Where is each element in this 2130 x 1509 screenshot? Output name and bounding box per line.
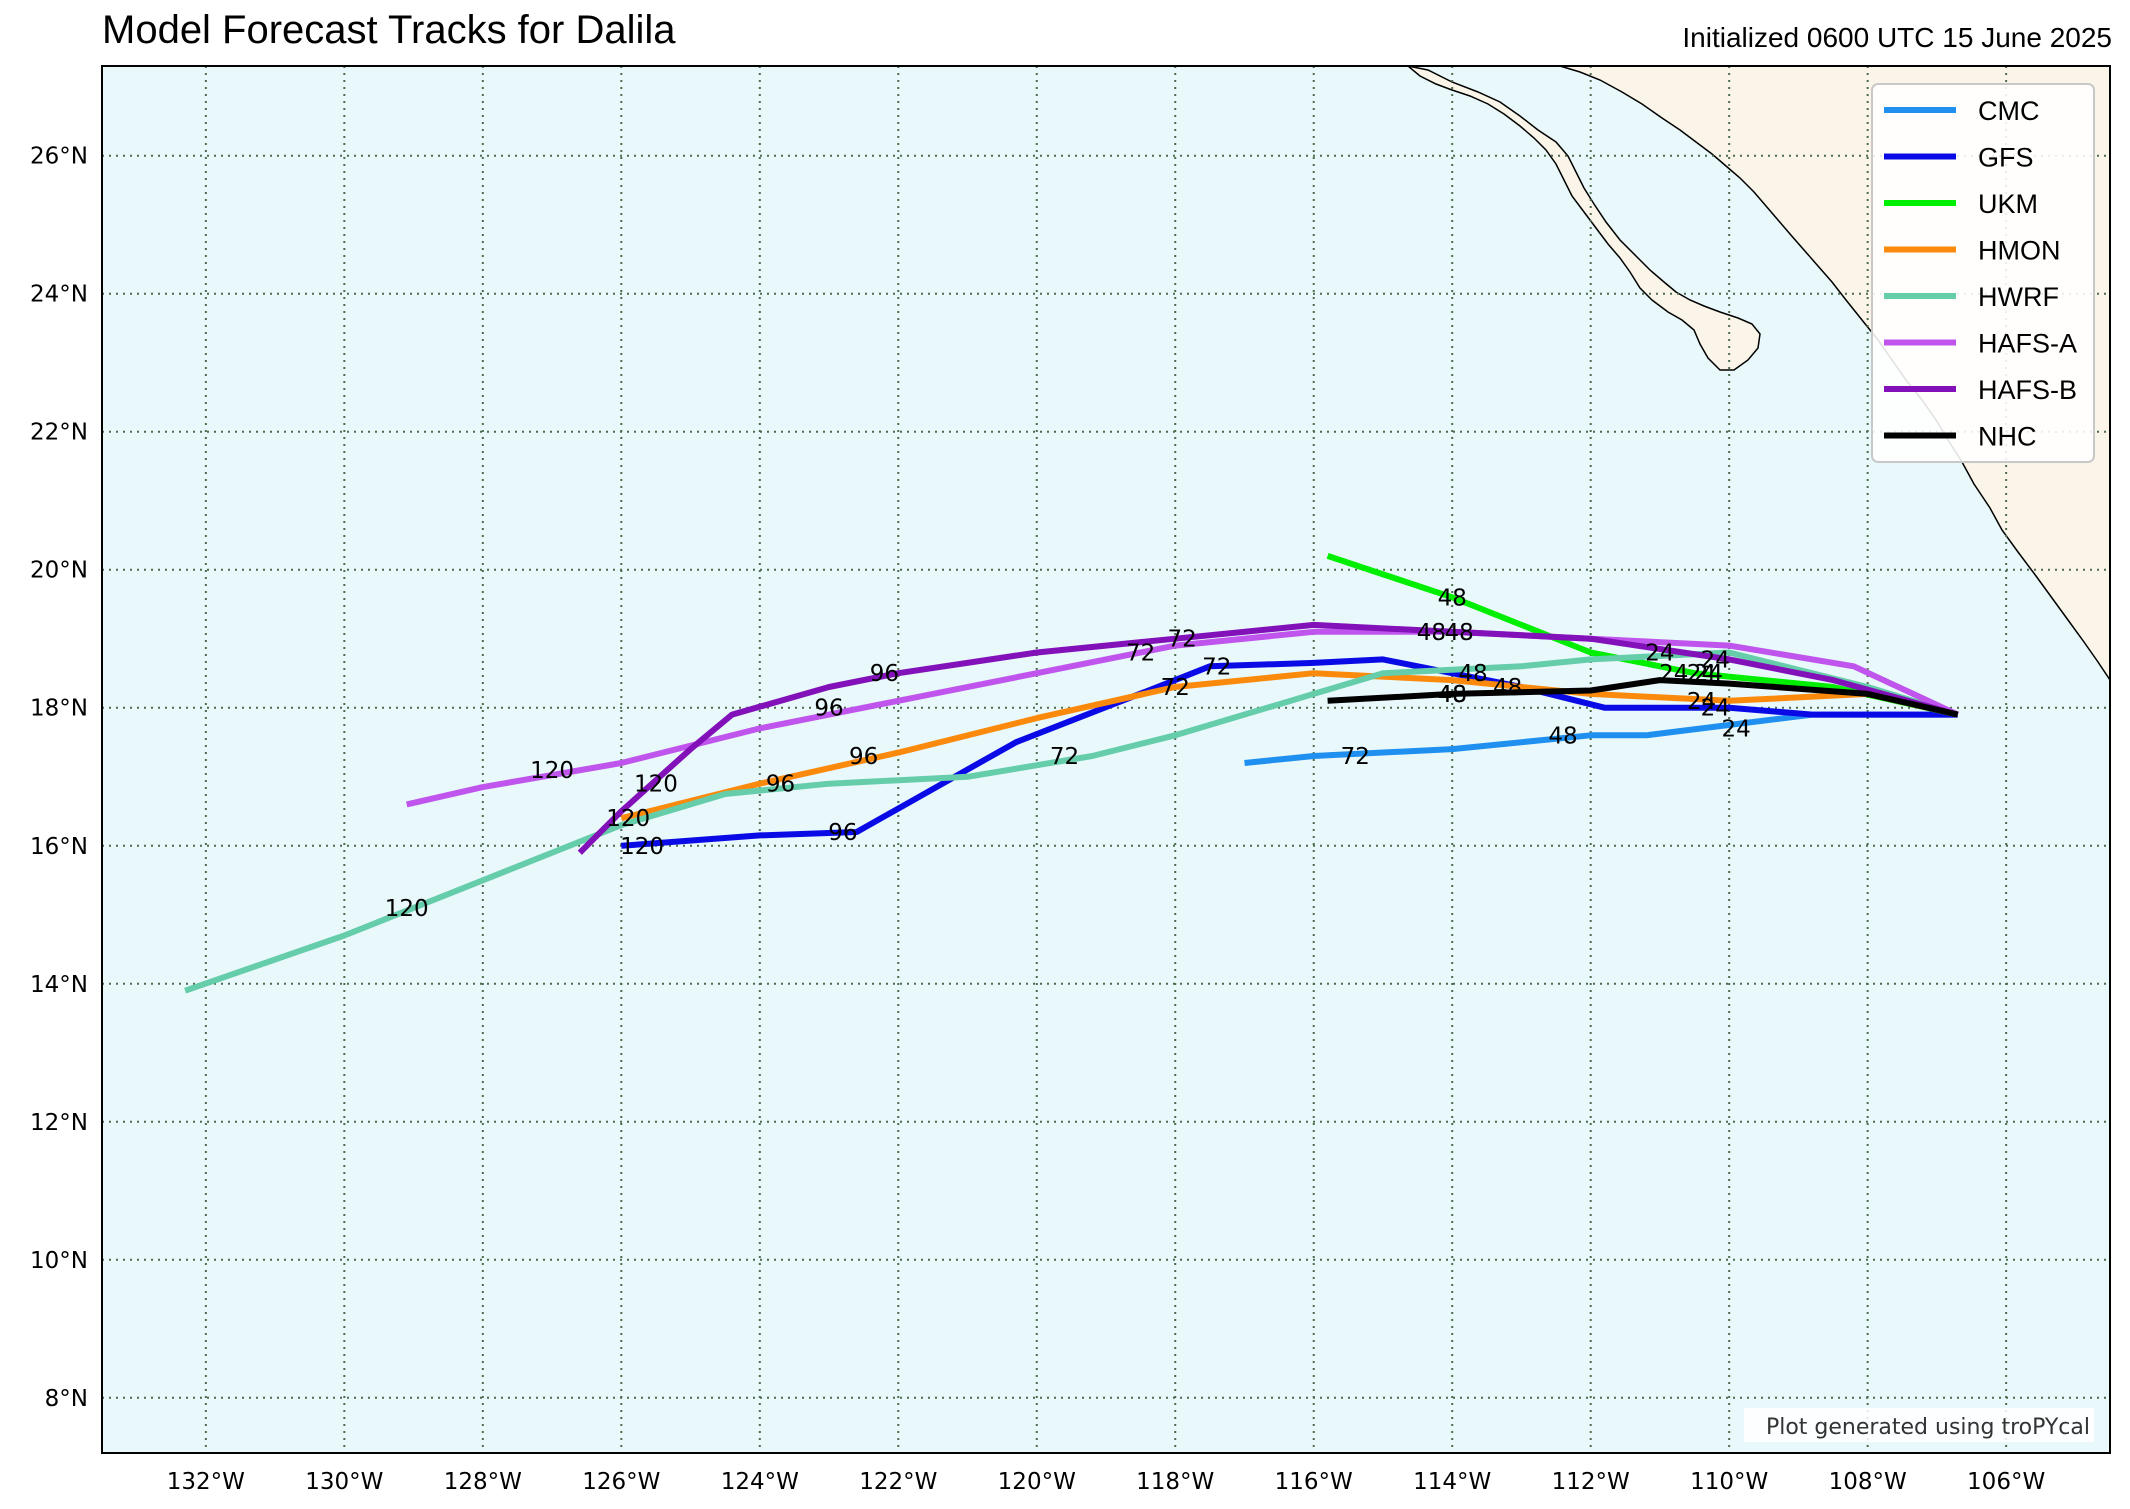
forecast-hour-label-hafs-a: 72 bbox=[1126, 641, 1155, 667]
legend-label-hafs-b: HAFS-B bbox=[1978, 375, 2077, 405]
xtick-label: 110°W bbox=[1690, 1469, 1768, 1495]
legend-label-hwrf: HWRF bbox=[1978, 282, 2059, 312]
forecast-hour-label-hwrf: 48 bbox=[1438, 682, 1467, 708]
track-hafs-b bbox=[577, 621, 1959, 855]
xtick-label: 116°W bbox=[1275, 1469, 1353, 1495]
forecast-hour-label-hafs-b: 48 bbox=[1444, 620, 1473, 646]
legend-box bbox=[1871, 83, 2095, 463]
longitude-tick-labels: 132°W 130°W 128°W 126°W 124°W 122°W 120°W 118°W… bbox=[167, 1469, 2045, 1495]
forecast-hour-label-hmon: 24 bbox=[1687, 689, 1716, 715]
xtick-label: 124°W bbox=[721, 1469, 799, 1495]
legend-label-hmon: HMON bbox=[1978, 236, 2061, 266]
map-frame bbox=[101, 65, 2111, 1454]
legend-label-gfs: GFS bbox=[1978, 143, 2034, 173]
forecast-hour-label-hafs-b: 24 bbox=[1701, 647, 1730, 673]
ytick-label: 12°N bbox=[30, 1110, 88, 1136]
forecast-hour-label-hmon: 120 bbox=[606, 806, 650, 832]
forecast-hour-label-hwrf: 24 bbox=[1687, 661, 1716, 687]
ocean-background bbox=[102, 66, 2110, 1453]
ytick-label: 24°N bbox=[30, 282, 88, 308]
forecast-hour-label-hafs-b: 72 bbox=[1168, 627, 1197, 653]
ytick-label: 22°N bbox=[30, 420, 88, 446]
forecast-hour-labels: 24 48 72 24 48 72 96 120 24 48 24 48 72 96 120 24 48 72 96… bbox=[385, 585, 1751, 922]
forecast-hour-label-gfs: 24 bbox=[1701, 696, 1730, 722]
ytick-label: 10°N bbox=[30, 1248, 88, 1274]
credit-box bbox=[1744, 1408, 2094, 1442]
xtick-label: 114°W bbox=[1413, 1469, 1491, 1495]
xtick-label: 122°W bbox=[859, 1469, 937, 1495]
ytick-label: 16°N bbox=[30, 834, 88, 860]
ytick-label: 14°N bbox=[30, 972, 88, 998]
forecast-hour-label-hafs-a: 96 bbox=[814, 696, 843, 722]
track-nhc bbox=[1327, 677, 1959, 718]
map-title: Model Forecast Tracks for Dalila bbox=[102, 8, 676, 52]
forecast-hour-label-hwrf: 120 bbox=[385, 896, 429, 922]
forecast-hour-label-gfs: 120 bbox=[620, 834, 664, 860]
xtick-label: 106°W bbox=[1967, 1469, 2045, 1495]
legend: CMC GFS UKM HMON HWRF HAFS-A HAFS-B NHC bbox=[1871, 83, 2095, 463]
ytick-label: 18°N bbox=[30, 696, 88, 722]
xtick-label: 108°W bbox=[1829, 1469, 1907, 1495]
forecast-hour-label-hmon: 96 bbox=[849, 744, 878, 770]
forecast-hour-label-gfs: 96 bbox=[828, 820, 857, 846]
forecast-hour-label-nhc: 24 bbox=[1659, 661, 1688, 687]
track-hafs-a bbox=[406, 628, 1959, 808]
forecast-hour-label-gfs: 72 bbox=[1202, 654, 1231, 680]
xtick-label: 132°W bbox=[167, 1469, 245, 1495]
legend-label-hafs-a: HAFS-A bbox=[1978, 329, 2077, 359]
forecast-hour-label-nhc: 48 bbox=[1438, 682, 1467, 708]
track-gfs bbox=[621, 656, 1958, 849]
forecast-hour-label-hafs-b: 96 bbox=[870, 661, 899, 687]
credit-text: Plot generated using troPYcal bbox=[1766, 1415, 2090, 1440]
forecast-hour-label-cmc: 48 bbox=[1548, 723, 1577, 749]
xtick-label: 120°W bbox=[998, 1469, 1076, 1495]
forecast-hour-label-hmon: 72 bbox=[1161, 675, 1190, 701]
forecast-hour-label-hafs-a: 120 bbox=[530, 758, 574, 784]
forecast-hour-label-ukm: 48 bbox=[1438, 585, 1467, 611]
xtick-label: 128°W bbox=[444, 1469, 522, 1495]
xtick-label: 130°W bbox=[305, 1469, 383, 1495]
init-time-label: Initialized 0600 UTC 15 June 2025 bbox=[1682, 22, 2112, 53]
forecast-hour-label-cmc: 72 bbox=[1341, 744, 1370, 770]
forecast-hour-label-hwrf: 72 bbox=[1050, 744, 1079, 770]
forecast-tracks bbox=[184, 553, 1959, 994]
forecast-hour-label-hafs-a: 24 bbox=[1645, 641, 1674, 667]
forecast-hour-label-hafs-b: 120 bbox=[634, 772, 678, 798]
forecast-hour-label-gfs: 48 bbox=[1458, 661, 1487, 687]
track-hwrf bbox=[184, 649, 1959, 994]
legend-label-ukm: UKM bbox=[1978, 189, 2038, 219]
forecast-hour-label-cmc: 24 bbox=[1721, 716, 1750, 742]
ytick-label: 8°N bbox=[45, 1386, 88, 1412]
legend-label-cmc: CMC bbox=[1978, 96, 2040, 126]
xtick-label: 112°W bbox=[1552, 1469, 1630, 1495]
forecast-hour-label-hwrf: 96 bbox=[766, 772, 795, 798]
ytick-label: 26°N bbox=[30, 144, 88, 170]
xtick-label: 118°W bbox=[1136, 1469, 1214, 1495]
legend-label-nhc: NHC bbox=[1978, 422, 2037, 452]
xtick-label: 126°W bbox=[582, 1469, 660, 1495]
forecast-hour-label-ukm: 24 bbox=[1694, 661, 1723, 687]
track-hmon bbox=[620, 670, 1959, 822]
forecast-hour-label-hafs-a: 48 bbox=[1417, 620, 1446, 646]
latitude-tick-labels: 8°N 10°N 12°N 14°N 16°N 18°N 20°N 22°N 24°N 26°N bbox=[30, 144, 88, 1412]
forecast-hour-label-hmon: 48 bbox=[1493, 675, 1522, 701]
ytick-label: 20°N bbox=[30, 558, 88, 584]
credit: Plot generated using troPYcal bbox=[1744, 1408, 2094, 1442]
